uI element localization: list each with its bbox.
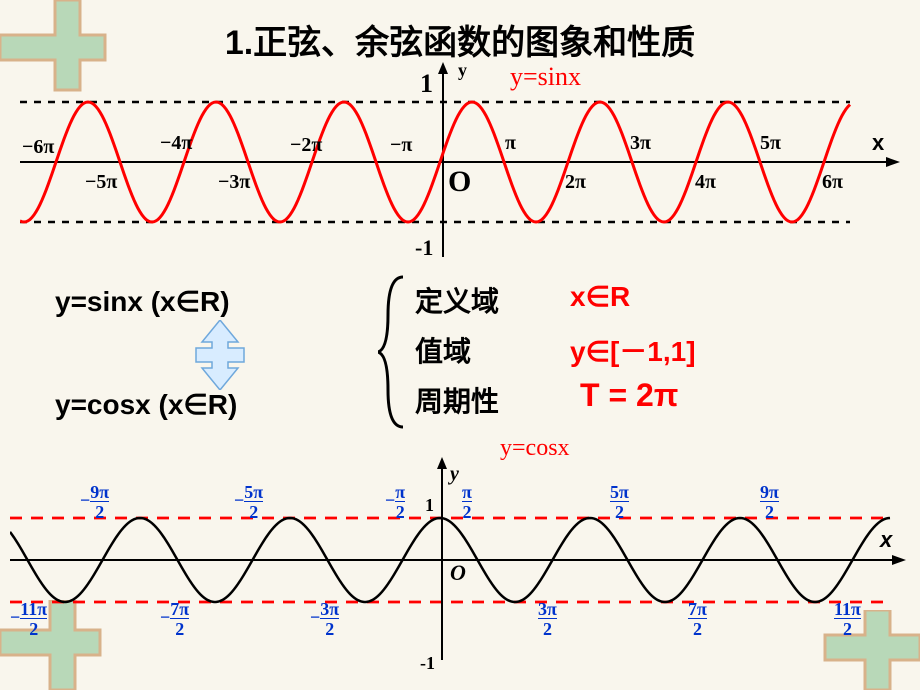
tick: −6π — [22, 136, 54, 159]
origin: O — [448, 165, 471, 199]
tick: 3π — [630, 132, 651, 155]
val-period: T = 2π — [580, 377, 678, 414]
tick: 5π2 — [610, 483, 629, 521]
cos-label: y=cosx — [500, 435, 570, 462]
tick: 3π2 — [538, 600, 557, 638]
sin-func-decl: y=sinx (x∈R) — [55, 285, 230, 318]
tick: −3π2 — [310, 600, 339, 638]
val-domain: x∈R — [570, 280, 630, 313]
double-arrow-icon — [190, 320, 250, 390]
tick: −5π2 — [234, 483, 263, 521]
tick: −7π2 — [160, 600, 189, 638]
x-axis-label: x — [872, 130, 884, 156]
x-axis-label: x — [880, 527, 892, 553]
tick: 9π2 — [760, 483, 779, 521]
cos-func-decl: y=cosx (x∈R) — [55, 388, 237, 421]
tick: −9π2 — [80, 483, 109, 521]
tick: 6π — [822, 171, 843, 194]
cos-chart: y=cosx y 1 -1 O x −9π2 −5π2 −π2 π2 5π2 9… — [10, 445, 910, 675]
prop-domain: 定义域 — [415, 280, 499, 320]
tick: −11π2 — [10, 600, 47, 638]
tick: −π — [390, 134, 412, 157]
y-bottom: -1 — [420, 653, 435, 674]
tick: −π2 — [385, 483, 405, 521]
tick: 11π2 — [834, 600, 861, 638]
tick: 7π2 — [688, 600, 707, 638]
tick: 4π — [695, 171, 716, 194]
tick: −2π — [290, 134, 322, 157]
sin-chart: y=sinx y 1 -1 O x −6π −4π −2π −π π 3π 5π… — [20, 62, 900, 262]
tick: −5π — [85, 171, 117, 194]
tick: π2 — [462, 483, 472, 521]
tick: −3π — [218, 171, 250, 194]
y-top: 1 — [420, 69, 433, 99]
y-top: 1 — [425, 495, 434, 516]
tick: −4π — [160, 132, 192, 155]
tick: 5π — [760, 132, 781, 155]
tick: π — [505, 132, 516, 155]
prop-period: 周期性 — [415, 380, 499, 420]
tick: 2π — [565, 171, 586, 194]
sin-chart-svg — [20, 62, 900, 262]
val-range: y∈[－1,1] — [570, 330, 696, 370]
page-title: 1.正弦、余弦函数的图象和性质 — [0, 15, 920, 64]
brace-icon — [378, 275, 408, 430]
y-axis-label: y — [458, 60, 467, 81]
y-axis-label: y — [450, 463, 459, 486]
sin-label: y=sinx — [510, 62, 581, 92]
prop-range: 值域 — [415, 330, 471, 370]
origin: O — [450, 560, 466, 586]
y-bottom: -1 — [415, 235, 433, 261]
